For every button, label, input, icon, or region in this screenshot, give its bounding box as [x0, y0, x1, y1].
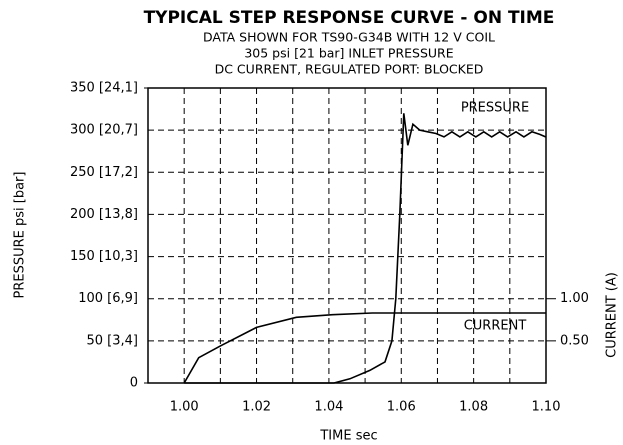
x-axis-label: TIME sec — [319, 429, 377, 444]
series-line — [184, 113, 546, 384]
series-line — [183, 312, 546, 384]
subtitle: DATA SHOWN FOR TS90-G34B WITH 12 V COIL — [203, 30, 495, 45]
chart-title: TYPICAL STEP RESPONSE CURVE - ON TIME — [144, 8, 555, 28]
x-tick-label: 1.06 — [387, 400, 416, 415]
annotation: PRESSURE — [461, 101, 529, 116]
y-tick-label: 200 [13,8] — [70, 207, 138, 222]
x-tick-label: 1.04 — [314, 400, 343, 415]
y-tick-label: 0 — [130, 376, 138, 391]
y-axis-label: PRESSURE psi [bar] — [13, 172, 28, 299]
x-tick-label: 1.08 — [459, 400, 488, 415]
x-tick-label: 1.10 — [532, 400, 561, 415]
y-tick-label: 350 [24,1] — [70, 81, 138, 96]
y-tick-label: 300 [20,7] — [70, 123, 138, 138]
y2-tick-label: 0.50 — [560, 333, 589, 348]
subtitle: 305 psi [21 bar] INLET PRESSURE — [244, 46, 453, 61]
x-tick-label: 1.00 — [170, 400, 199, 415]
plot-frame — [147, 87, 547, 384]
y-tick-label: 50 [3,4] — [87, 333, 139, 348]
y-tick-label: 250 [17,2] — [70, 165, 138, 180]
subtitle: DC CURRENT, REGULATED PORT: BLOCKED — [215, 62, 484, 77]
annotation: CURRENT — [464, 319, 527, 334]
y2-tick-label: 1.00 — [560, 291, 589, 306]
x-tick-label: 1.02 — [242, 400, 271, 415]
y-tick-label: 100 [6,9] — [78, 291, 138, 306]
y-tick-label: 150 [10,3] — [70, 249, 138, 264]
y2-axis-label: CURRENT (A) — [605, 272, 620, 358]
